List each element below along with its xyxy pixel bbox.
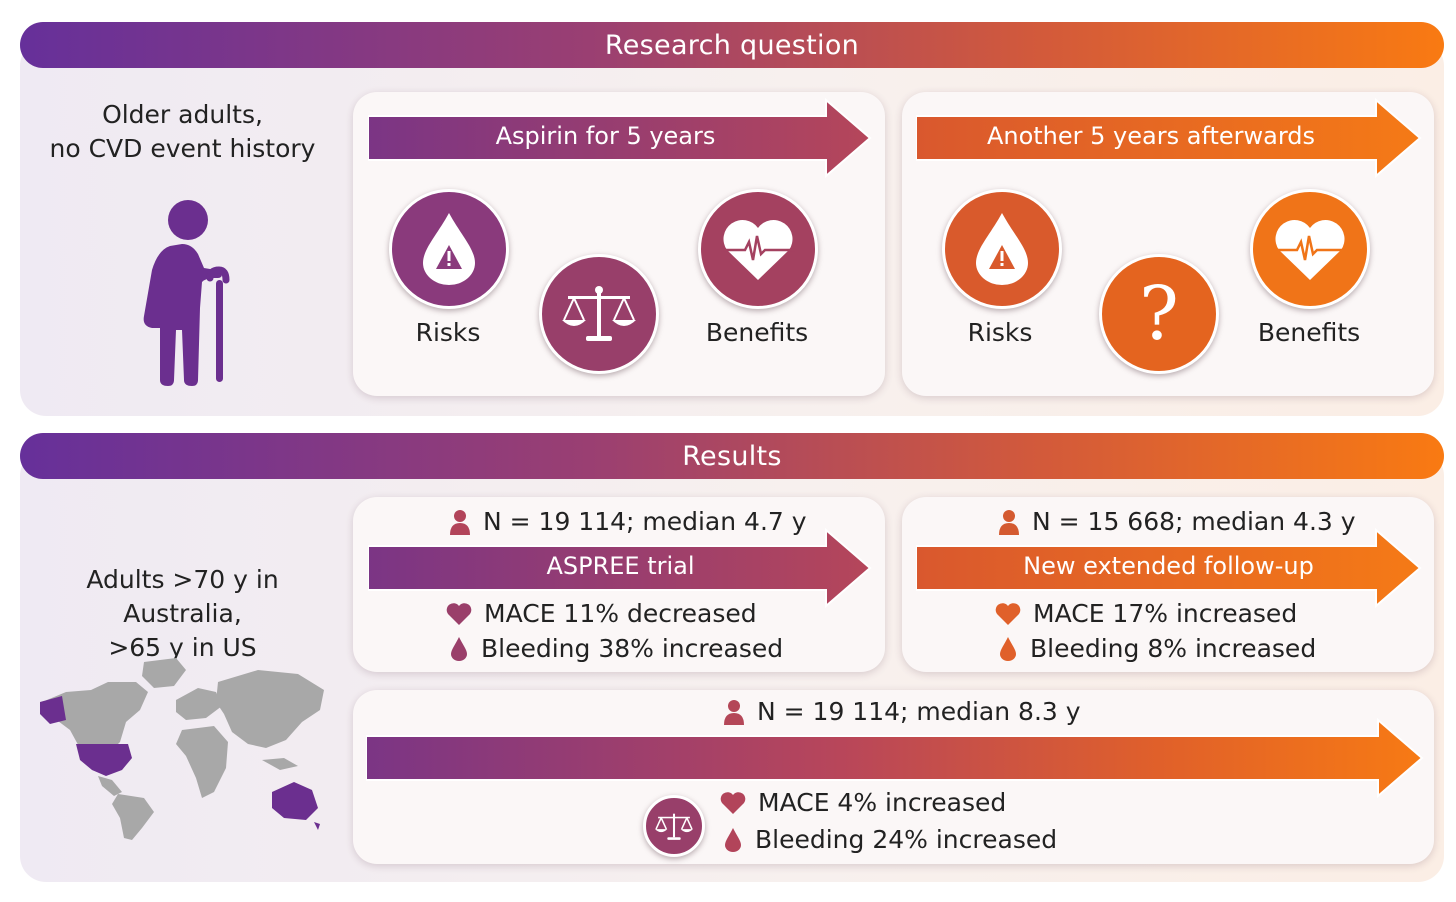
extended-n-text: N = 15 668; median 4.3 y — [1032, 507, 1356, 536]
question-circle: ? — [1099, 254, 1219, 374]
blood-drop-icon — [725, 827, 741, 852]
heart-icon — [995, 602, 1021, 625]
extended-arrow-label: New extended follow-up — [1023, 552, 1314, 580]
aspirin-arrow — [368, 98, 872, 178]
blood-drop-icon — [1000, 636, 1016, 661]
aspree-n-row: N = 19 114; median 4.7 y — [449, 507, 807, 536]
extended-bleeding-row: Bleeding 8% increased — [998, 634, 1316, 663]
heart-circle-2 — [1250, 189, 1370, 309]
aspree-mace-text: MACE 11% decreased — [484, 599, 757, 628]
balance-scale-circle-1 — [539, 254, 659, 374]
blood-drop-icon — [451, 636, 467, 661]
elderly-person-icon — [130, 198, 240, 388]
phase1-risks-label: Risks — [415, 318, 481, 347]
research-banner: Research question — [20, 22, 1444, 68]
question-mark: ? — [1139, 271, 1179, 357]
results-population-text: Adults >70 y in Australia, >65 y in US — [86, 565, 279, 662]
overall-mace-text: MACE 4% increased — [758, 788, 1007, 817]
overall-n-text: N = 19 114; median 8.3 y — [757, 697, 1081, 726]
person-icon — [724, 699, 744, 725]
heart-icon — [720, 791, 746, 814]
overall-mace-row: MACE 4% increased — [720, 788, 1006, 817]
overall-arrow — [366, 718, 1424, 798]
extended-mace-row: MACE 17% increased — [995, 599, 1297, 628]
australia-highlight — [272, 782, 318, 820]
aspree-n-text: N = 19 114; median 4.7 y — [483, 507, 807, 536]
extended-mace-text: MACE 17% increased — [1033, 599, 1298, 628]
risk-drop-circle-1 — [389, 189, 509, 309]
aspree-bleeding-row: Bleeding 38% increased — [449, 634, 783, 663]
aspirin-arrow-label: Aspirin for 5 years — [495, 122, 716, 150]
risk-drop-circle-2 — [942, 189, 1062, 309]
overall-n-row: N = 19 114; median 8.3 y — [723, 697, 1081, 726]
results-banner: Results — [20, 433, 1444, 479]
phase2-risks-label: Risks — [967, 318, 1033, 347]
balance-scale-circle-small — [643, 795, 705, 857]
heart-circle-1 — [698, 189, 818, 309]
alaska-highlight — [40, 696, 66, 724]
afterwards-arrow-label: Another 5 years afterwards — [986, 122, 1316, 150]
person-icon — [999, 509, 1019, 535]
person-icon — [450, 509, 470, 535]
overall-bleeding-row: Bleeding 24% increased — [723, 825, 1057, 854]
aspree-mace-row: MACE 11% decreased — [446, 599, 757, 628]
extended-arrow — [916, 528, 1422, 608]
aspree-arrow — [368, 528, 872, 608]
extended-n-row: N = 15 668; median 4.3 y — [998, 507, 1356, 536]
usa-highlight — [76, 744, 132, 776]
phase2-benefits-label: Benefits — [1257, 318, 1361, 347]
world-map — [36, 652, 332, 842]
aspree-arrow-label: ASPREE trial — [546, 552, 695, 580]
afterwards-arrow — [916, 98, 1422, 178]
extended-bleeding-text: Bleeding 8% increased — [1030, 634, 1317, 663]
aspree-bleeding-text: Bleeding 38% increased — [481, 634, 784, 663]
phase1-benefits-label: Benefits — [705, 318, 809, 347]
research-population-text: Older adults, no CVD event history — [49, 100, 316, 163]
overall-bleeding-text: Bleeding 24% increased — [755, 825, 1058, 854]
heart-icon — [446, 602, 472, 625]
